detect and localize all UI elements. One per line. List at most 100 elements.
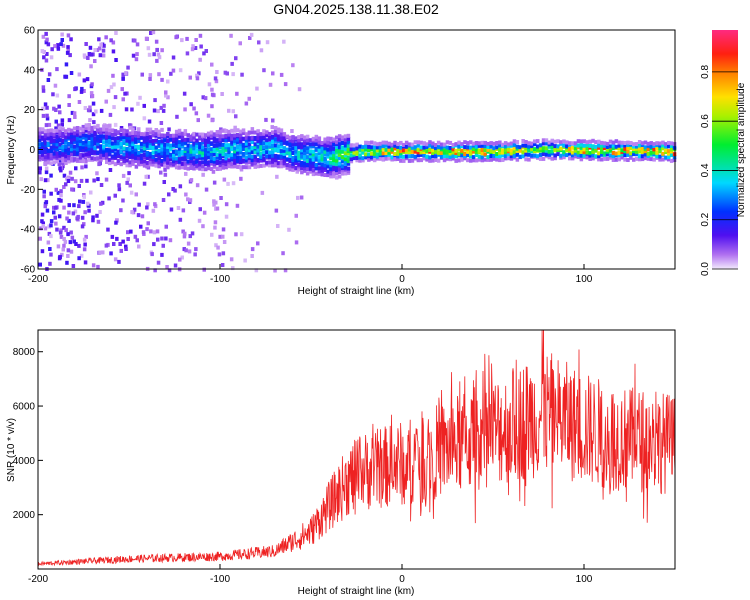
spectrogram-cell: [75, 147, 80, 152]
spectrogram-cell: [66, 232, 70, 237]
spectrogram-cell: [346, 147, 351, 152]
spectrogram-cell: [236, 150, 240, 155]
spectrogram-cell: [273, 126, 278, 130]
spectrogram-cell: [585, 143, 589, 148]
spectrogram-cell: [64, 161, 68, 165]
spectrogram-cell: [150, 252, 154, 257]
spectrogram-cell: [518, 154, 522, 159]
spectrogram-cell: [387, 144, 391, 149]
spectrogram-cell: [305, 150, 310, 155]
spectrogram-cell: [49, 173, 53, 178]
spectrogram-cell: [151, 155, 156, 159]
spectrogram-cell: [87, 130, 91, 135]
spectrogram-cell: [271, 146, 275, 151]
spectrogram-cell: [300, 150, 304, 155]
spectrogram-cell: [442, 154, 447, 159]
spectrogram-cell: [224, 145, 228, 150]
spectrogram-cell: [183, 146, 188, 151]
spectrogram-cell: [256, 241, 260, 246]
spectrogram-cell: [84, 128, 89, 133]
spectrogram-cell: [221, 234, 225, 239]
spectrogram-cell: [177, 153, 182, 158]
spectrogram-cell: [637, 140, 642, 144]
spectrogram-cell: [224, 138, 228, 143]
spectrogram-cell: [669, 141, 674, 146]
spectrogram-cell: [255, 86, 259, 91]
spectrogram-cell: [632, 142, 636, 147]
spectrogram-cell: [582, 150, 586, 155]
spectrogram-cell: [524, 148, 528, 153]
spectrogram-cell: [166, 144, 170, 149]
spectrogram-cell: [39, 177, 43, 182]
colorbar-ticks: 0.00.20.40.60.8: [700, 64, 738, 276]
spectrogram-cell: [166, 165, 170, 170]
spectrogram-cell: [297, 138, 301, 143]
spectrogram-cell: [134, 147, 138, 152]
spectrogram-cell: [297, 144, 301, 149]
spectrogram-cell: [214, 243, 218, 248]
spectrogram-cell: [178, 68, 183, 73]
spectrogram-cell: [259, 135, 263, 140]
spectrogram-cell: [113, 147, 118, 152]
spectrogram-cell: [215, 130, 220, 134]
spectrogram-cell: [107, 157, 112, 162]
spectrogram-cell: [58, 142, 62, 147]
spectrogram-cell: [111, 49, 116, 54]
spectrogram-cell: [190, 47, 195, 52]
spectrogram-cell: [349, 159, 354, 164]
spectrogram-cell: [172, 149, 176, 154]
spectrogram-cell: [329, 141, 333, 146]
spectrogram-cell: [144, 174, 148, 179]
spectrogram-cell: [113, 257, 118, 262]
spectrogram-cell: [66, 45, 70, 50]
spectrogram-cell: [204, 141, 208, 146]
spectrogram-cell: [439, 151, 444, 155]
spectrogram-cell: [85, 178, 89, 183]
spectrogram-cell: [84, 126, 89, 131]
spectrogram-cell: [90, 125, 94, 130]
spectrogram-cell: [54, 187, 58, 192]
spectrogram-cell: [75, 136, 80, 141]
spectrogram-cell: [236, 158, 240, 163]
spectrogram-cell: [101, 53, 106, 58]
spectrogram-cell: [335, 155, 339, 160]
spectrogram-cell: [410, 158, 415, 163]
spectrogram-cell: [80, 86, 84, 91]
y-tick-label: 2000: [13, 510, 36, 521]
spectrogram-cell: [192, 152, 196, 157]
spectrogram-cell: [206, 136, 211, 140]
spectrogram-cell: [40, 146, 45, 151]
spectrogram-cell: [154, 145, 158, 150]
spectrogram-cell: [122, 135, 126, 139]
spectrogram-cell: [126, 237, 130, 241]
spectrogram-cell: [244, 138, 249, 143]
spectrogram-cell: [282, 148, 287, 153]
spectrogram-cell: [649, 157, 653, 162]
spectrogram-cell: [422, 150, 426, 154]
spectrogram-cell: [439, 145, 444, 150]
spectrogram-cell: [506, 156, 511, 161]
spectrogram-cell: [163, 154, 167, 159]
spectrogram-cell: [185, 36, 189, 41]
spectrogram-cell: [294, 149, 298, 154]
spectrogram-cell: [276, 161, 281, 166]
spectrogram-cell: [189, 159, 193, 164]
spectrogram-cell: [527, 144, 531, 149]
spectrogram-cell: [229, 33, 233, 38]
spectrogram-cell: [192, 146, 196, 151]
spectrogram-cell: [297, 162, 301, 167]
spectrogram-cell: [553, 156, 557, 161]
spectrogram-cell: [139, 224, 143, 229]
spectrogram-cell: [221, 165, 225, 170]
spectrogram-cell: [332, 146, 336, 151]
spectrogram-cell: [326, 160, 330, 165]
spectrogram-cell: [209, 161, 214, 166]
spectrogram-cell: [270, 125, 274, 130]
spectrogram-cell: [291, 142, 295, 146]
spectrogram-cell: [51, 92, 55, 97]
spectrogram-cell: [346, 140, 351, 145]
spectrogram-cell: [124, 71, 128, 76]
spectrogram-cell: [471, 158, 476, 163]
spectrogram-cell: [244, 147, 249, 152]
spectrogram-cell: [294, 136, 298, 141]
